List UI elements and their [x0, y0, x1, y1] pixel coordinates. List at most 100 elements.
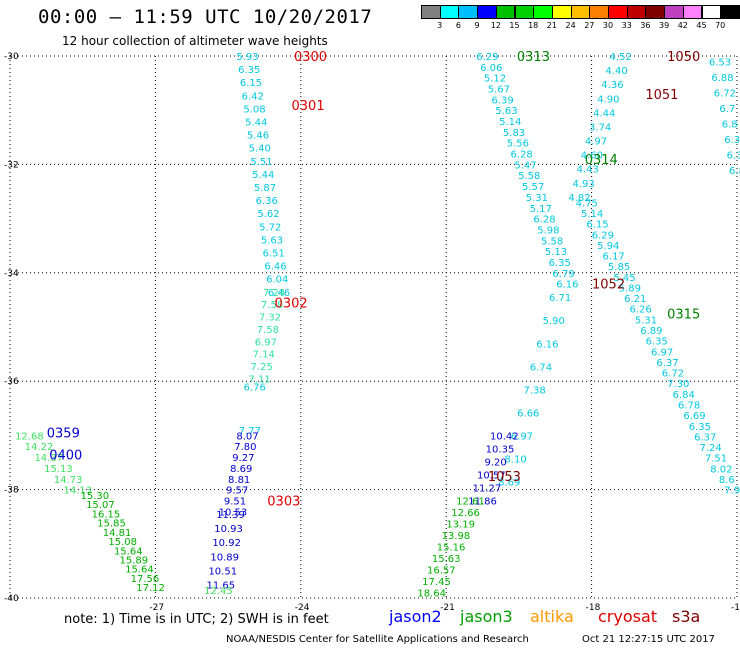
colorbar-swatch: [720, 5, 740, 19]
swh-value: 6.8: [729, 166, 740, 177]
swh-value: 5.87: [254, 183, 276, 194]
legend-cryosat: cryosat: [598, 607, 658, 626]
swh-value: 6.35: [238, 65, 260, 76]
swh-value: 5.31: [635, 315, 657, 326]
swh-value: 5.31: [526, 193, 548, 204]
colorbar-label: 21: [546, 21, 557, 30]
swh-value: 5.89: [619, 283, 641, 294]
swh-value: 5.40: [249, 144, 271, 155]
swh-value: 5.90: [543, 316, 565, 327]
swh-value: 9.57: [226, 486, 248, 497]
swh-value: 14.22: [25, 442, 54, 453]
swh-value: 6.97: [255, 337, 277, 348]
swh-value: 17.12: [136, 583, 165, 594]
swh-value: 5.62: [257, 209, 279, 220]
swh-value: 6.66: [517, 408, 539, 419]
colorbar-label: 6: [455, 21, 461, 30]
swh-value: 7.58: [257, 325, 279, 336]
swh-value: 6.42: [242, 91, 264, 102]
swh-value: 5.94: [597, 241, 619, 252]
swh-value: 5.12: [484, 74, 506, 85]
swh-value: 5.57: [522, 182, 544, 193]
swh-value: 8.69: [498, 477, 520, 488]
swh-value: 18.64: [417, 589, 446, 600]
swh-value: 9.51: [224, 496, 246, 507]
swh-value: 8.6: [719, 475, 735, 486]
swh-value: 4.60: [581, 151, 603, 162]
swh-value: 5.98: [537, 225, 559, 236]
swh-value: 12.45: [204, 586, 233, 597]
swh-value: 5.63: [495, 106, 517, 117]
swh-value: 7.80: [234, 442, 256, 453]
colorbar-label: 24: [565, 21, 576, 30]
swh-value: 6.71: [549, 293, 571, 304]
swh-value: 7.24: [699, 443, 721, 454]
swh-value: 4.36: [601, 80, 623, 91]
swh-value: 7.77: [239, 426, 261, 437]
swh-value: 7.25: [251, 362, 273, 373]
pass-time-label: 0359: [47, 427, 80, 442]
pass-time-label: 0300: [294, 50, 327, 65]
swh-value: 10.51: [208, 566, 237, 577]
swh-value: 17.45: [422, 577, 451, 588]
swh-value: 6.46: [268, 288, 290, 299]
swh-value: 4.97: [585, 137, 607, 148]
swh-value: 5.63: [261, 235, 283, 246]
legend-s3a: s3a: [672, 607, 701, 626]
swh-value: 15.30: [80, 491, 109, 502]
pass-time-label: 1050: [667, 50, 700, 65]
swh-value: 14.37: [34, 453, 63, 464]
swh-value: 8.07: [236, 431, 258, 442]
swh-value: 15.13: [44, 464, 73, 475]
swh-value: 7.51: [705, 454, 727, 465]
swh-value: 6.79: [552, 269, 574, 280]
colorbar-label: 70: [715, 21, 726, 30]
swh-value: 6.46: [264, 262, 286, 273]
y-tick-label: -40: [4, 594, 19, 604]
swh-value: 10.89: [210, 552, 239, 563]
swh-value: 10.42: [490, 431, 519, 442]
swh-value: 5.85: [608, 262, 630, 273]
swh-value: 4.40: [605, 66, 627, 77]
swh-value: 6.28: [511, 150, 533, 161]
swh-value: 6.3: [727, 150, 740, 161]
pass-time-label: 0313: [517, 50, 550, 65]
colorbar-label: 3: [437, 21, 443, 30]
swh-value: 4.52: [610, 52, 632, 63]
swh-value: 6.51: [263, 248, 285, 259]
swh-value: 6.78: [678, 400, 700, 411]
colorbar-label: 36: [640, 21, 651, 30]
swh-value: 8.10: [504, 454, 526, 465]
swh-value: 6.88: [711, 73, 733, 84]
swh-value: 5.67: [488, 85, 510, 96]
swh-value: 10.53: [219, 507, 248, 518]
swh-value: 5.08: [243, 104, 265, 115]
swh-value: 7.14: [253, 350, 275, 361]
swh-value: 15.64: [114, 546, 143, 557]
pass-time-label: 0315: [667, 307, 700, 322]
swh-value: 15.08: [108, 537, 137, 548]
colorbar-label: 27: [584, 21, 595, 30]
pass-time-label: 0301: [292, 99, 325, 114]
swh-value: 6.04: [266, 275, 288, 286]
footer-timestamp: Oct 21 12:27:15 UTC 2017: [582, 634, 715, 645]
colorbar-label: 45: [696, 21, 707, 30]
swh-value: 6.29: [592, 230, 614, 241]
swh-value: 16.57: [427, 566, 456, 577]
swh-value: 4.82: [568, 193, 590, 204]
colorbar-label: 30: [602, 21, 614, 30]
swh-value: 11.27: [473, 483, 502, 494]
swh-value: 6.15: [240, 78, 262, 89]
swh-value: 10.35: [486, 444, 515, 455]
swh-value: 5.45: [613, 273, 635, 284]
pass-time-label: 0302: [275, 297, 308, 312]
swh-value: 3.74: [589, 122, 611, 133]
swh-value: 6.16: [536, 339, 558, 350]
colorbar-label: 12: [490, 21, 501, 30]
swh-value: 5.83: [503, 128, 525, 139]
swh-value: 11.39: [216, 510, 245, 521]
swh-value: 13.98: [442, 531, 471, 542]
swh-value: 15.07: [86, 500, 115, 511]
swh-value: 8.81: [228, 475, 250, 486]
swh-value: 13.19: [446, 519, 475, 530]
